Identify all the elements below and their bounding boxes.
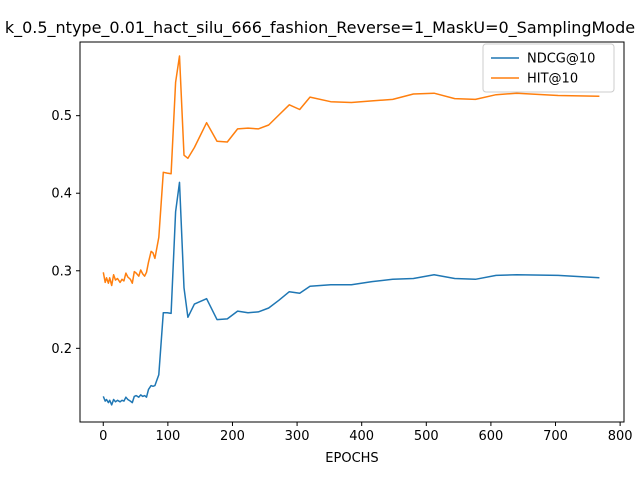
series-layer — [102, 55, 600, 406]
x-tick-label: 600 — [478, 429, 503, 444]
x-tick-label: 0 — [99, 429, 107, 444]
x-tick-label: 400 — [349, 429, 374, 444]
series-line-ndcg — [102, 181, 600, 406]
legend-box — [482, 43, 615, 93]
x-axis-label: EPOCHS — [325, 451, 378, 466]
x-tick-label: 800 — [608, 429, 633, 444]
y-tick-label: 0.2 — [51, 342, 72, 357]
plot-frame — [79, 41, 625, 423]
legend: NDCG@10 HIT@10 — [482, 43, 615, 93]
y-tick-label: 0.5 — [51, 109, 72, 124]
x-tick-label: 500 — [414, 429, 439, 444]
legend-entry-label: NDCG@10 — [527, 52, 595, 67]
legend-entry-label: HIT@10 — [527, 72, 578, 87]
x-tick-label: 300 — [285, 429, 310, 444]
chart-title: k_0.5_ntype_0.01_hact_silu_666_fashion_R… — [5, 18, 635, 38]
x-tick-label: 100 — [155, 429, 180, 444]
y-tick-label: 0.4 — [51, 187, 72, 202]
x-tick-label: 200 — [220, 429, 245, 444]
y-tick-label: 0.3 — [51, 264, 72, 279]
x-axis: 0 100 200 300 400 500 600 700 800 — [99, 422, 633, 444]
series-line-hit — [102, 55, 600, 287]
x-tick-label: 700 — [543, 429, 568, 444]
y-axis: 0.2 0.3 0.4 0.5 — [51, 109, 80, 357]
